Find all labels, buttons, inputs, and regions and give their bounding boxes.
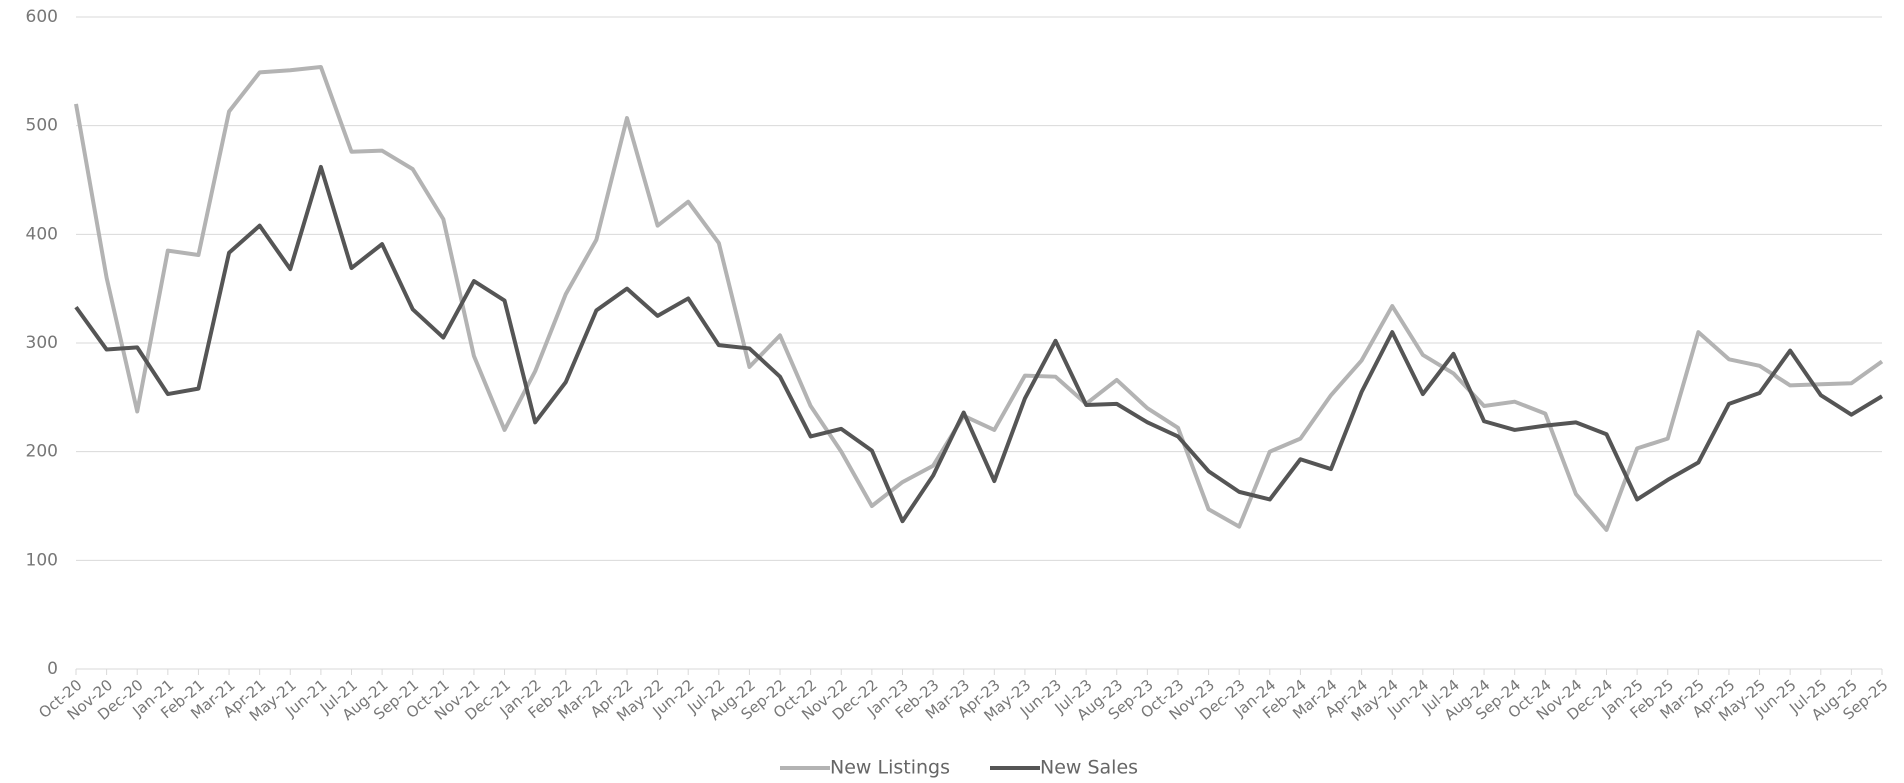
y-tick-label: 500	[26, 116, 58, 136]
y-tick-label: 100	[26, 550, 58, 570]
legend-label: New Listings	[830, 757, 950, 779]
y-tick-label: 300	[26, 333, 58, 353]
y-tick-label: 400	[26, 224, 58, 244]
series-line	[74, 164, 1884, 524]
y-tick-label: 600	[26, 7, 58, 27]
y-tick-label: 0	[47, 659, 58, 679]
series-line	[74, 64, 1884, 532]
legend-label: New Sales	[1040, 757, 1138, 779]
y-tick-label: 200	[26, 442, 58, 462]
